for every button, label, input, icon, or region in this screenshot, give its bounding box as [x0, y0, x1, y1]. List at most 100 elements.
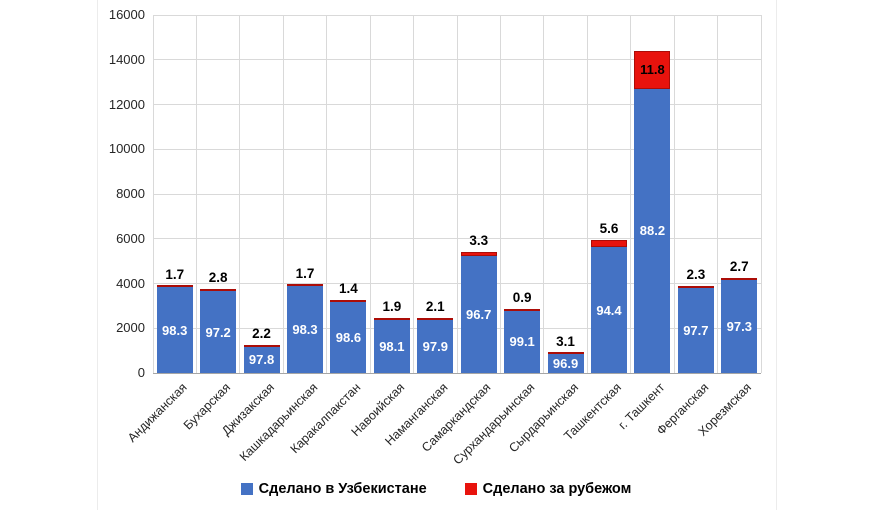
- bar-segment-domestic: 97.8: [243, 346, 280, 373]
- bar-segment-foreign: [330, 299, 367, 302]
- bar-segment-domestic: 97.7: [677, 287, 714, 373]
- bar-label-domestic-pct: 97.3: [726, 319, 752, 335]
- y-tick-label: 6000: [116, 230, 145, 246]
- bar-segment-foreign: [287, 284, 323, 287]
- y-tick-label: 16000: [108, 7, 145, 22]
- legend-label-foreign: Сделано за рубежом: [482, 481, 632, 497]
- bar-segment-domestic: 98.3: [287, 286, 323, 373]
- bar-segment-foreign: [156, 285, 193, 288]
- y-tick-label: 8000: [116, 186, 145, 201]
- bar-segment-domestic: 96.7: [460, 256, 497, 373]
- bar-label-foreign-pct: 1.4: [339, 281, 358, 297]
- gridline-vertical: [717, 15, 719, 373]
- gridline-vertical: [239, 15, 241, 373]
- bar-group: 96.7: [460, 252, 497, 373]
- bar-segment-domestic: 98.6: [330, 301, 367, 373]
- gridline-vertical: [282, 15, 284, 373]
- bar-label-foreign-pct: 3.3: [469, 233, 489, 249]
- bar-label-domestic-pct: 97.9: [422, 338, 448, 354]
- bar-segment-foreign: [721, 277, 758, 281]
- bar-label-foreign-pct: 1.9: [382, 299, 402, 315]
- gridline-vertical: [195, 15, 197, 373]
- bar-segment-foreign: [504, 308, 541, 311]
- x-tick-label: Сурхандарьинская: [450, 380, 538, 468]
- bar-group: 98.6: [330, 299, 367, 373]
- bar-segment-domestic: 94.4: [591, 247, 627, 373]
- bar-segment-domestic: 98.1: [373, 319, 410, 373]
- gridline-vertical: [152, 15, 154, 373]
- bar-label-foreign-pct: 1.7: [165, 266, 185, 282]
- gridline-vertical: [456, 15, 458, 373]
- bar-group: 97.2: [200, 289, 237, 373]
- bar-label-domestic-pct: 88.2: [639, 223, 666, 239]
- gridline-vertical: [760, 15, 762, 373]
- gridline-vertical: [499, 15, 501, 373]
- bar-label-domestic-pct: 94.4: [596, 302, 622, 318]
- bar-group: 97.7: [677, 285, 714, 373]
- x-axis-line: [153, 372, 761, 374]
- bar-segment-domestic: 97.2: [200, 291, 237, 373]
- bar-segment-domestic: 97.9: [417, 319, 454, 373]
- bar-label-foreign-pct: 2.1: [425, 299, 445, 315]
- bar-label-domestic-pct: 97.7: [683, 322, 709, 338]
- legend-label-domestic: Сделано в Узбекистане: [258, 481, 427, 497]
- y-tick-label: 4000: [116, 275, 145, 291]
- bar-label-foreign-pct: 2.7: [729, 258, 749, 274]
- bar-group: 88.2 11.8: [634, 50, 671, 373]
- bar-label-domestic-pct: 98.6: [335, 329, 362, 345]
- bar-label-domestic-pct: 98.3: [292, 322, 318, 338]
- bar-group: 98.1: [373, 317, 410, 373]
- gridline-vertical: [586, 15, 588, 373]
- bar-label-domestic-pct: 99.1: [509, 334, 535, 350]
- y-tick-label: 10000: [108, 141, 145, 157]
- bar-segment-foreign: [417, 317, 454, 320]
- bar-label-foreign-pct: 0.9: [512, 290, 532, 306]
- bar-label-foreign-pct: 2.3: [686, 266, 706, 282]
- bar-label-foreign-pct: 2.2: [252, 326, 271, 342]
- gridline-vertical: [673, 15, 675, 373]
- bar-segment-foreign: [591, 239, 627, 248]
- bar-segment-foreign: [677, 285, 714, 288]
- legend-swatch-foreign: [464, 483, 477, 495]
- bar-segment-foreign: [460, 252, 497, 257]
- bar-label-foreign-pct: 1.7: [295, 265, 315, 281]
- bar-segment-foreign: [243, 344, 280, 347]
- bar-group: 97.3: [721, 277, 758, 373]
- bar-segment-domestic: 88.2: [634, 88, 671, 373]
- bar-label-foreign-pct: 11.8: [640, 62, 665, 78]
- bar-label-domestic-pct: 98.3: [162, 322, 188, 338]
- legend-swatch-domestic: [240, 483, 253, 495]
- chart-panel: 98.3 97.2 97.8 98.3 98.6 98.1 97.9 96.7 99.1 96.9…: [97, 0, 777, 510]
- bar-segment-foreign: [373, 317, 410, 320]
- gridline-vertical: [369, 15, 371, 373]
- y-tick-label: 14000: [108, 51, 145, 67]
- x-tick-label: Андижанская: [125, 380, 190, 445]
- gridline-vertical: [543, 15, 545, 373]
- bar-label-foreign-pct: 3.1: [556, 333, 575, 349]
- bar-segment-domestic: 97.3: [721, 280, 758, 373]
- bar-label-domestic-pct: 96.9: [552, 356, 579, 372]
- y-tick-label: 0: [137, 365, 145, 380]
- gridline-vertical: [326, 15, 328, 373]
- bar-segment-foreign: [200, 289, 237, 292]
- bar-segment-domestic: 98.3: [156, 287, 193, 373]
- x-tick-label: Кашкадарьинская: [236, 380, 321, 464]
- legend-item-foreign: Сделано за рубежом: [464, 481, 632, 497]
- plot-area: 98.3 97.2 97.8 98.3 98.6 98.1 97.9 96.7 99.1 96.9…: [152, 14, 762, 374]
- y-tick-label: 2000: [116, 320, 145, 336]
- bar-segment-domestic: 96.9: [547, 354, 584, 373]
- gridline-vertical: [413, 15, 415, 373]
- bar-label-domestic-pct: 98.1: [379, 338, 405, 354]
- bar-segment-domestic: 99.1: [504, 310, 541, 373]
- bar-group: 99.1: [504, 308, 541, 373]
- bar-group: 98.3: [156, 285, 193, 373]
- bar-label-domestic-pct: 97.8: [248, 352, 275, 368]
- bar-group: 97.8: [243, 344, 280, 373]
- bar-group: 98.3: [287, 284, 323, 373]
- bar-label-foreign-pct: 2.8: [208, 270, 228, 286]
- bar-segment-foreign: 11.8: [634, 50, 671, 89]
- bar-label-domestic-pct: 96.7: [466, 307, 492, 323]
- bar-label-foreign-pct: 5.6: [599, 220, 619, 236]
- legend: Сделано в Узбекистане Сделано за рубежом: [97, 479, 775, 499]
